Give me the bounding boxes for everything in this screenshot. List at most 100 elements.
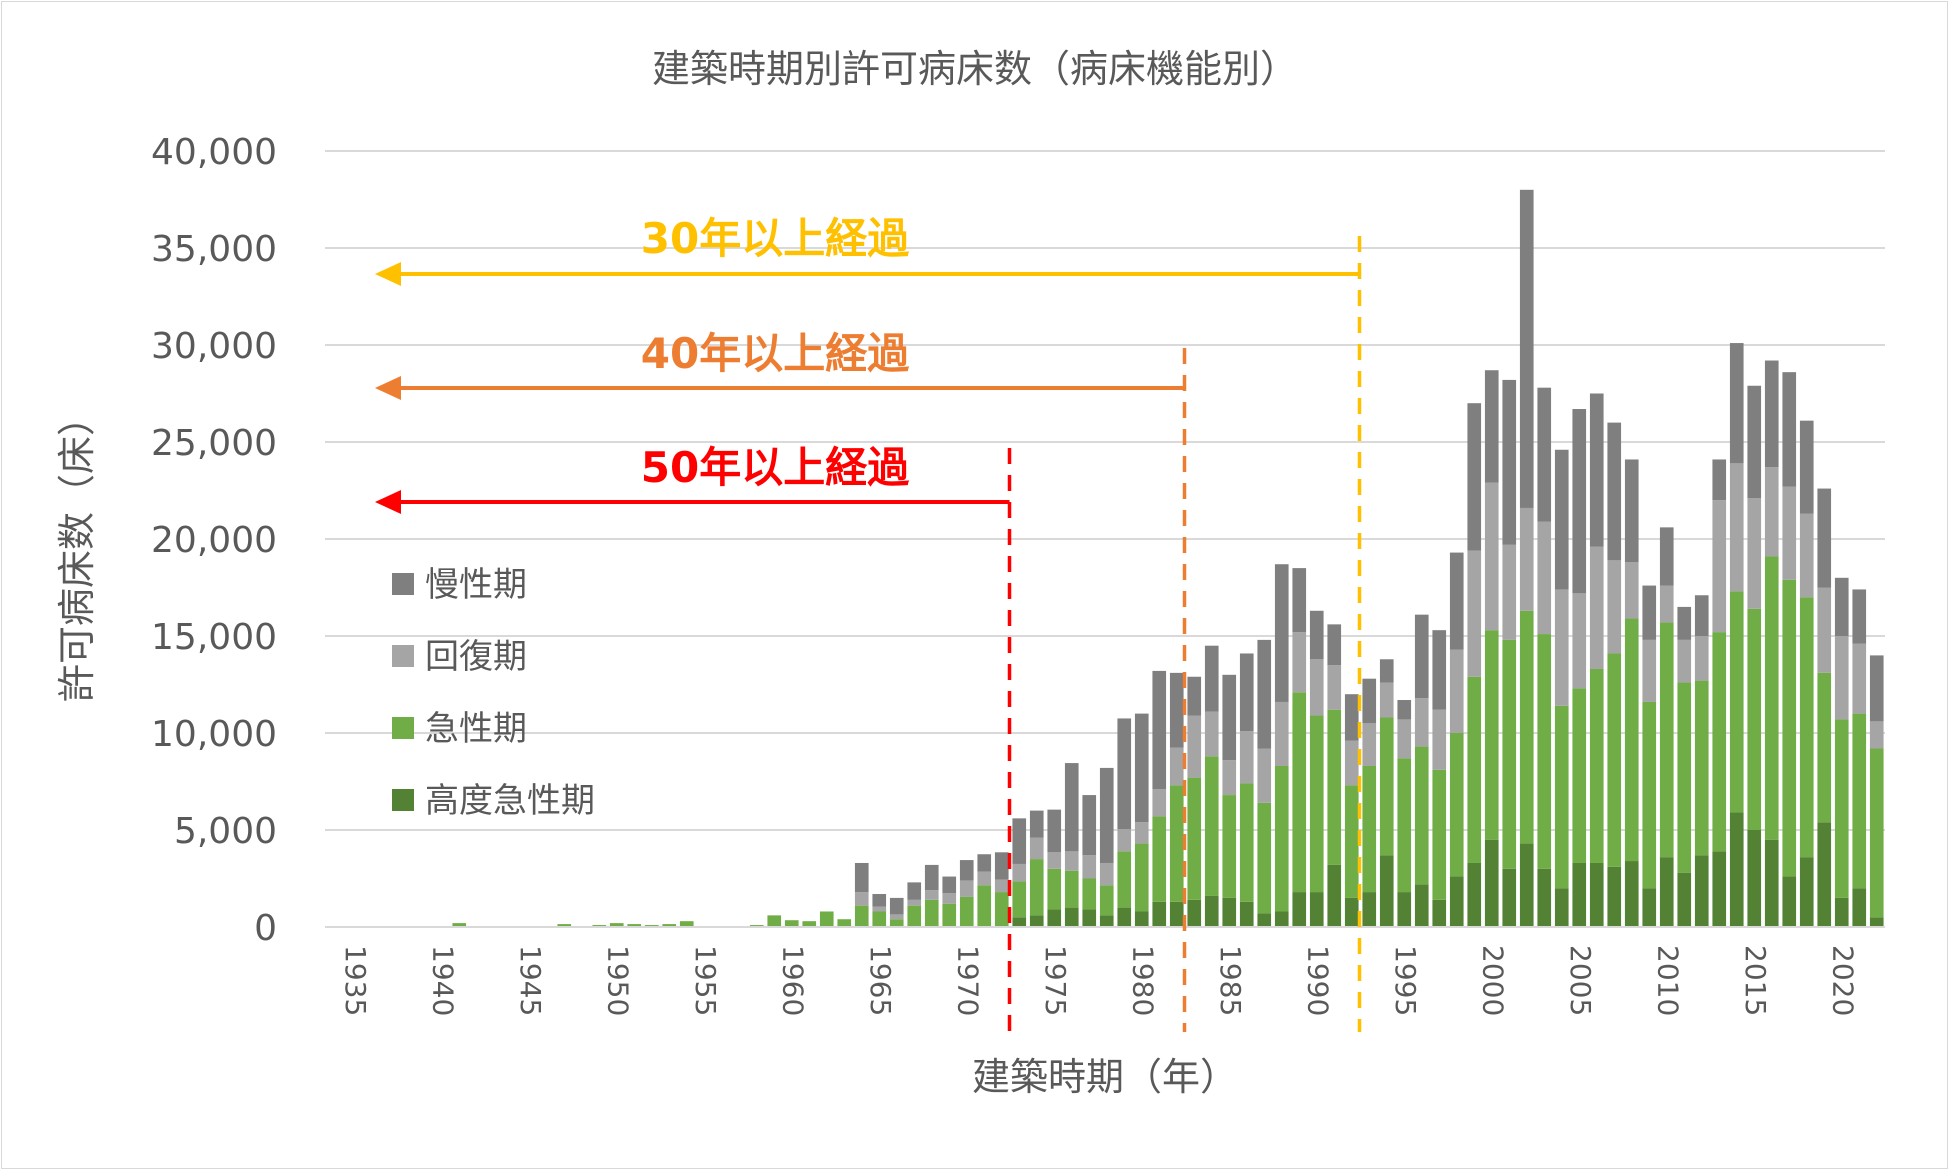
bar-segment bbox=[1572, 862, 1587, 927]
bar-segment bbox=[1152, 901, 1167, 927]
bar-segment bbox=[819, 911, 834, 927]
bar-segment bbox=[1152, 816, 1167, 902]
bar-segment bbox=[1292, 692, 1307, 893]
bar-segment bbox=[1694, 680, 1709, 856]
bar-segment bbox=[1484, 370, 1499, 483]
bar-segment bbox=[1624, 459, 1639, 563]
arrow-head bbox=[375, 376, 401, 400]
bar-segment bbox=[1484, 630, 1499, 840]
bar-segment bbox=[1012, 917, 1027, 927]
bar-segment bbox=[1607, 653, 1622, 867]
bar-segment bbox=[1624, 618, 1639, 862]
x-tick-label: 2010 bbox=[1651, 945, 1684, 1016]
annotations: 30年以上経過 40年以上経過 50年以上経過 bbox=[375, 214, 1362, 1032]
bar-segment bbox=[1537, 634, 1552, 869]
bar-segment bbox=[1554, 888, 1569, 927]
bar-segment bbox=[1274, 701, 1289, 766]
bar-segment bbox=[1852, 643, 1867, 714]
bar-segment bbox=[1799, 857, 1814, 927]
bar-segment bbox=[1012, 881, 1027, 918]
bar-segment bbox=[1747, 498, 1762, 609]
legend-swatch bbox=[392, 789, 414, 811]
annotation-label: 30年以上経過 bbox=[641, 214, 910, 263]
bar-segment bbox=[854, 892, 869, 906]
bar-segment bbox=[1169, 672, 1184, 748]
bar-segment bbox=[1309, 659, 1324, 716]
bar-segment bbox=[1449, 649, 1464, 733]
bar-segment bbox=[1764, 839, 1779, 927]
bar-segment bbox=[1817, 587, 1832, 673]
bar-segment bbox=[1414, 614, 1429, 699]
bar-segment bbox=[1362, 892, 1377, 927]
bar-segment bbox=[767, 915, 782, 927]
bar-segment bbox=[1712, 500, 1727, 633]
bar-segment bbox=[1782, 876, 1797, 927]
bar-segment bbox=[1817, 672, 1832, 823]
x-tick-label: 1940 bbox=[426, 945, 459, 1016]
bar-segment bbox=[1572, 688, 1587, 863]
bar-segment bbox=[1134, 843, 1149, 912]
bar-segment bbox=[1379, 682, 1394, 718]
bar-segment bbox=[1414, 884, 1429, 927]
bar-segment bbox=[1169, 747, 1184, 786]
bar-segment bbox=[679, 921, 694, 927]
bar-segment bbox=[1712, 851, 1727, 927]
bar-segment bbox=[1309, 610, 1324, 660]
bar-segment bbox=[1397, 719, 1412, 759]
legend-label: 高度急性期 bbox=[425, 781, 595, 821]
bar-segment bbox=[1764, 556, 1779, 840]
y-tick-label: 35,000 bbox=[151, 229, 277, 270]
bar-segment bbox=[1817, 488, 1832, 588]
x-tick-label: 1955 bbox=[689, 945, 722, 1016]
bar-segment bbox=[1869, 655, 1884, 722]
bar-segment bbox=[1589, 393, 1604, 547]
bar-segment bbox=[1554, 449, 1569, 590]
bar-segment bbox=[1432, 899, 1447, 927]
bar-segment bbox=[1449, 876, 1464, 927]
bar-segment bbox=[907, 899, 922, 906]
bar-segment bbox=[942, 893, 957, 904]
bar-segment bbox=[1869, 748, 1884, 918]
bar-segment bbox=[977, 871, 992, 886]
bar-segment bbox=[1397, 758, 1412, 893]
bar-segment bbox=[1292, 632, 1307, 693]
bar-segment bbox=[557, 924, 572, 927]
bar-segment bbox=[1642, 585, 1657, 640]
bar-segment bbox=[1607, 866, 1622, 927]
x-tick-label: 1985 bbox=[1214, 945, 1247, 1016]
bar-segment bbox=[1169, 901, 1184, 927]
bar-segment bbox=[1204, 645, 1219, 712]
y-tick-label: 40,000 bbox=[151, 132, 277, 173]
bar-segment bbox=[854, 862, 869, 893]
bar-segment bbox=[1344, 694, 1359, 741]
bars bbox=[452, 189, 1884, 927]
bar-segment bbox=[1257, 748, 1272, 803]
bar-segment bbox=[994, 852, 1009, 880]
bar-segment bbox=[872, 911, 887, 927]
bar-segment bbox=[872, 906, 887, 912]
bar-segment bbox=[1502, 379, 1517, 545]
bar-segment bbox=[1362, 723, 1377, 766]
bar-segment bbox=[1484, 839, 1499, 927]
bar-segment bbox=[1589, 862, 1604, 927]
y-tick-label: 15,000 bbox=[151, 617, 277, 658]
bar-segment bbox=[1642, 701, 1657, 889]
bar-segment bbox=[802, 921, 817, 927]
bar-segment bbox=[1379, 717, 1394, 856]
bar-segment bbox=[1659, 527, 1674, 586]
bar-segment bbox=[1362, 765, 1377, 893]
bar-segment bbox=[1589, 546, 1604, 669]
annotation-label: 40年以上経過 bbox=[641, 329, 910, 378]
bar-segment bbox=[1134, 713, 1149, 823]
bar-segment bbox=[1187, 715, 1202, 778]
y-tick-label: 0 bbox=[254, 908, 277, 949]
annotation-label: 50年以上経過 bbox=[641, 443, 910, 492]
bar-segment bbox=[977, 885, 992, 927]
bar-segment bbox=[924, 890, 939, 900]
bar-segment bbox=[959, 896, 974, 927]
arrow-head bbox=[375, 490, 401, 514]
bar-segment bbox=[1484, 482, 1499, 631]
bar-segment bbox=[1064, 870, 1079, 908]
